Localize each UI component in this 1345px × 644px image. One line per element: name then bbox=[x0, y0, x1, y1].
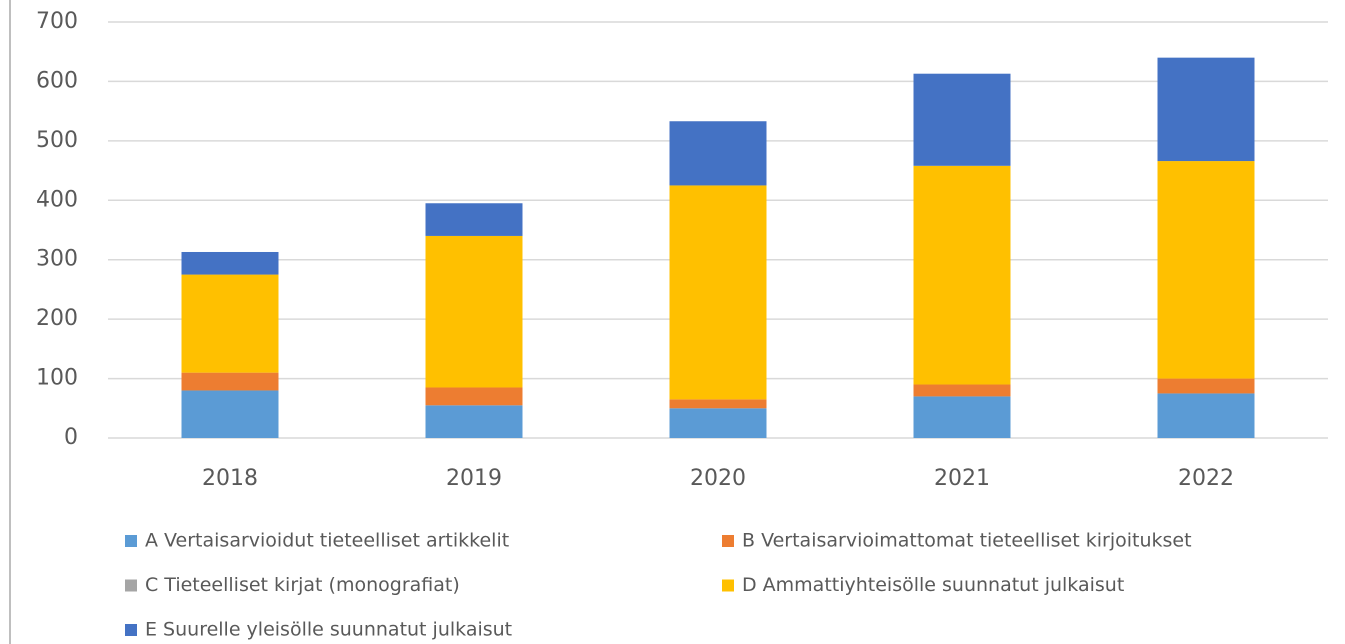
bar-segment bbox=[913, 73, 1011, 166]
bar-segment bbox=[181, 390, 279, 438]
legend-swatch bbox=[722, 579, 734, 592]
bar-segment bbox=[1157, 161, 1255, 379]
x-tick-label: 2022 bbox=[1178, 466, 1234, 491]
legend-label: A Vertaisarvioidut tieteelliset artikkel… bbox=[145, 530, 509, 552]
y-tick-label: 400 bbox=[36, 187, 78, 212]
legend-swatch bbox=[125, 579, 137, 592]
bar-segment bbox=[913, 165, 1011, 385]
bar-segment bbox=[1157, 378, 1255, 394]
legend-label: C Tieteelliset kirjat (monografiat) bbox=[145, 574, 460, 596]
y-tick-label: 0 bbox=[64, 425, 78, 450]
legend-label: D Ammattiyhteisölle suunnatut julkaisut bbox=[742, 574, 1124, 596]
bar-segment bbox=[669, 399, 767, 409]
y-tick-label: 600 bbox=[36, 68, 78, 93]
x-tick-label: 2021 bbox=[934, 466, 990, 491]
legend-swatch bbox=[125, 624, 137, 636]
bar-segment bbox=[181, 274, 279, 373]
bar-segment bbox=[669, 185, 767, 400]
bar-segment bbox=[425, 235, 523, 388]
bar-segment bbox=[425, 387, 523, 406]
y-tick-label: 200 bbox=[36, 306, 78, 331]
bar-segment bbox=[181, 251, 279, 275]
bar-segment bbox=[181, 372, 279, 391]
bar-segment bbox=[913, 396, 1011, 438]
bar-segment bbox=[669, 408, 767, 438]
bar-segment bbox=[913, 384, 1011, 397]
bar-segment bbox=[425, 203, 523, 236]
y-tick-label: 500 bbox=[36, 128, 78, 153]
x-tick-label: 2019 bbox=[446, 466, 502, 491]
legend-swatch bbox=[125, 535, 137, 547]
y-tick-label: 700 bbox=[36, 9, 78, 34]
bar-segment bbox=[669, 121, 767, 186]
y-tick-label: 300 bbox=[36, 247, 78, 272]
x-tick-label: 2020 bbox=[690, 466, 746, 491]
x-tick-label: 2018 bbox=[202, 466, 258, 491]
bar-segment bbox=[1157, 393, 1255, 438]
legend-swatch bbox=[722, 535, 734, 547]
bar-segment bbox=[425, 405, 523, 438]
legend-label: E Suurelle yleisölle suunnatut julkaisut bbox=[145, 619, 512, 641]
bar-segment bbox=[1157, 57, 1255, 162]
y-tick-label: 100 bbox=[36, 366, 78, 391]
legend-label: B Vertaisarvioimattomat tieteelliset kir… bbox=[742, 530, 1192, 552]
